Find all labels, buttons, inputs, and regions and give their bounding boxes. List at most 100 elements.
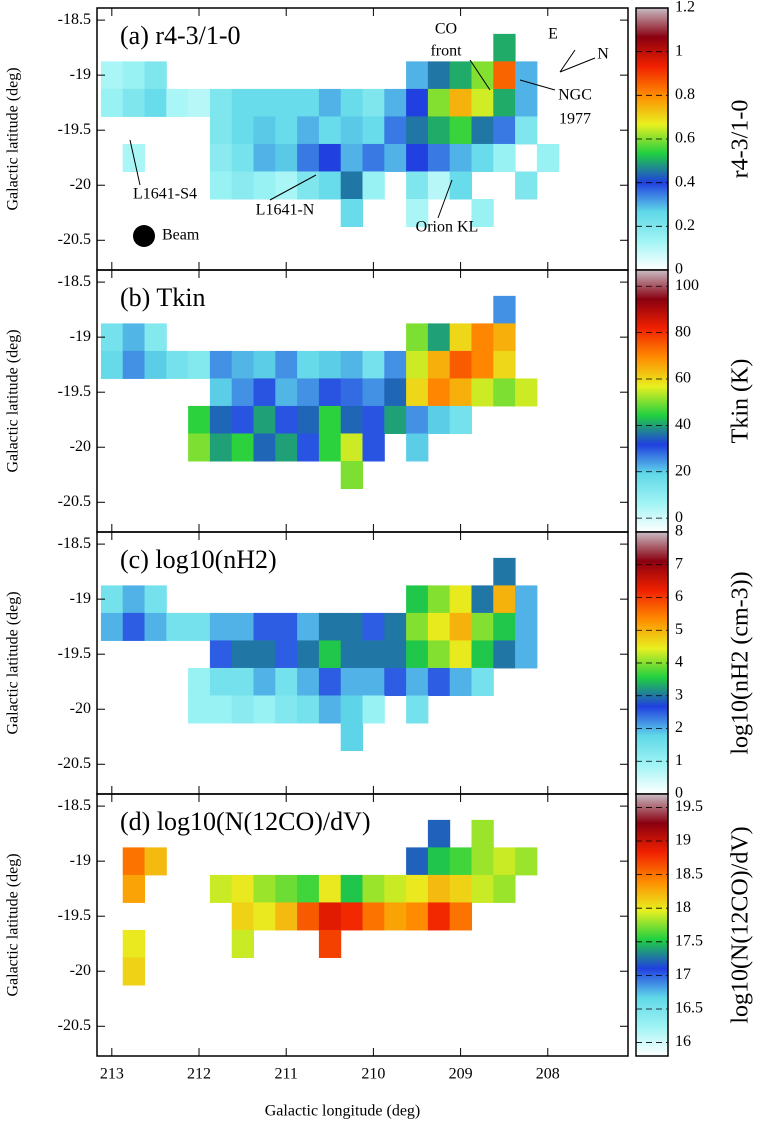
cell xyxy=(427,819,451,848)
annotation: front xyxy=(430,43,462,60)
cell xyxy=(209,433,233,462)
cell xyxy=(253,874,276,903)
cell xyxy=(275,640,298,669)
cell xyxy=(427,405,451,434)
cell xyxy=(144,612,167,641)
cell xyxy=(122,612,146,641)
cell xyxy=(340,88,363,117)
cell xyxy=(144,61,167,90)
cell xyxy=(188,695,211,724)
cell xyxy=(297,695,320,724)
colorbar-tick-label: 80 xyxy=(675,323,691,340)
colorbar-tick-label: 1.2 xyxy=(675,0,695,16)
cell xyxy=(340,612,363,641)
cell xyxy=(231,667,255,696)
cell xyxy=(297,116,320,145)
cell xyxy=(231,378,255,407)
cell xyxy=(297,88,320,117)
cell xyxy=(122,929,146,958)
annotation: NGC xyxy=(558,87,592,104)
cell xyxy=(449,585,472,614)
cell xyxy=(406,640,429,669)
cell xyxy=(253,612,276,641)
cell xyxy=(253,405,276,434)
cell xyxy=(318,929,342,958)
cell xyxy=(449,378,472,407)
cell xyxy=(297,171,320,200)
cell xyxy=(362,171,385,200)
cell xyxy=(318,612,342,641)
overlays: -18.5 -19 -19.5 -20 -20.5 (a) r4-3/1-0 Galacti… xyxy=(5,0,754,1120)
y-tick-label: -20 xyxy=(70,438,91,455)
cell xyxy=(100,61,124,90)
cell xyxy=(144,585,167,614)
x-tick-label: 210 xyxy=(361,1066,385,1083)
colorbar-tick-label: 19 xyxy=(675,832,691,849)
cell xyxy=(231,171,255,200)
annotation: CO xyxy=(435,21,457,38)
cell xyxy=(122,61,146,90)
cell xyxy=(515,88,538,117)
cell xyxy=(515,847,538,876)
y-tick-label: -19 xyxy=(70,328,91,345)
heatmap-cells xyxy=(100,33,560,986)
cell xyxy=(362,640,385,669)
colorbar-tick-label: 19.5 xyxy=(675,798,703,815)
y-tick-label: -20.5 xyxy=(58,493,91,510)
cell xyxy=(384,612,407,641)
cell xyxy=(100,612,124,641)
cell xyxy=(471,585,494,614)
y-tick-label: -20 xyxy=(70,962,91,979)
y-tick-label: -20.5 xyxy=(58,755,91,772)
y-axis-label: Galactic latitude (deg) xyxy=(5,591,22,734)
cell xyxy=(318,378,342,407)
colorbar-tick-label: 0.2 xyxy=(675,217,695,234)
cell xyxy=(188,667,211,696)
cell xyxy=(515,61,538,90)
cell xyxy=(406,198,429,228)
cell xyxy=(406,61,429,90)
cell xyxy=(362,612,385,641)
cell xyxy=(406,585,429,614)
cell xyxy=(427,667,451,696)
cell xyxy=(493,116,516,145)
colorbar xyxy=(635,793,669,1057)
y-tick-label: -20.5 xyxy=(58,231,91,248)
colorbar-tick-label: 17.5 xyxy=(675,932,703,949)
cell xyxy=(384,116,407,145)
cell xyxy=(406,116,429,145)
cell xyxy=(384,640,407,669)
cell xyxy=(471,874,494,903)
plot-frame xyxy=(96,793,629,1057)
cell xyxy=(384,874,407,903)
cell xyxy=(406,695,429,724)
cell xyxy=(231,405,255,434)
cell xyxy=(209,171,233,200)
cell xyxy=(427,171,451,200)
cell xyxy=(340,198,363,228)
cell xyxy=(231,350,255,379)
cell xyxy=(536,143,560,172)
cell xyxy=(144,350,167,379)
cell xyxy=(209,405,233,434)
y-tick-label: -19 xyxy=(70,590,91,607)
y-tick-label: -18.5 xyxy=(58,797,91,814)
cell xyxy=(362,902,385,931)
cell xyxy=(209,695,233,724)
cell xyxy=(297,667,320,696)
colorbar-tick-label: 0 xyxy=(675,785,683,802)
cell xyxy=(493,143,516,172)
cell xyxy=(427,847,451,876)
cell xyxy=(340,667,363,696)
cell xyxy=(340,143,363,172)
cell xyxy=(449,640,472,669)
cell xyxy=(427,61,451,90)
cell xyxy=(297,143,320,172)
y-tick-label: -19 xyxy=(70,852,91,869)
cell xyxy=(471,143,494,172)
colorbar-tick-label: 16.5 xyxy=(675,1000,703,1017)
cell xyxy=(427,323,451,352)
cell xyxy=(449,61,472,90)
cell xyxy=(449,667,472,696)
